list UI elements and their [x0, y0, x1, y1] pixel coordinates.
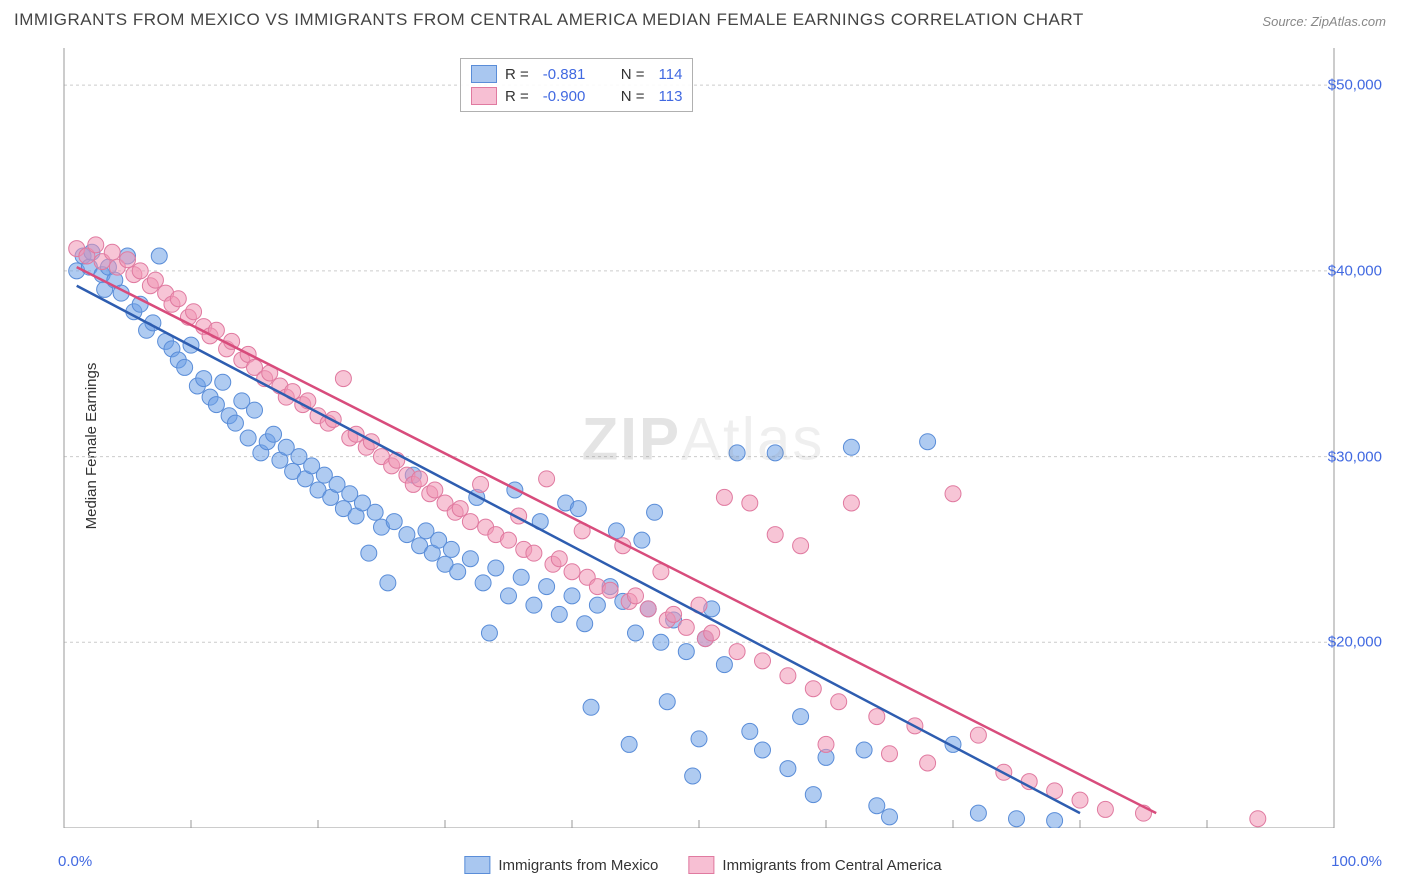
y-tick-label: $40,000	[1328, 262, 1382, 279]
r-label: R =	[505, 66, 529, 83]
swatch-central-america	[688, 856, 714, 874]
correlation-legend-row: R = -0.881 N = 114	[471, 63, 682, 85]
legend-label-central-america: Immigrants from Central America	[722, 857, 941, 874]
r-value: -0.900	[543, 88, 603, 105]
y-tick-label: $30,000	[1328, 448, 1382, 465]
legend-label-mexico: Immigrants from Mexico	[498, 857, 658, 874]
y-tick-label: $20,000	[1328, 634, 1382, 651]
legend-item-mexico: Immigrants from Mexico	[464, 856, 658, 874]
r-value: -0.881	[543, 66, 603, 83]
correlation-legend-box: R = -0.881 N = 114 R = -0.900 N = 113	[460, 58, 693, 112]
legend-swatch	[471, 87, 497, 105]
source-label: Source:	[1262, 14, 1307, 29]
source-value: ZipAtlas.com	[1311, 14, 1386, 29]
n-value: 113	[659, 88, 683, 105]
chart-plot-area	[54, 48, 1344, 828]
x-tick-label-max: 100.0%	[1331, 853, 1382, 870]
correlation-legend-row: R = -0.900 N = 113	[471, 85, 682, 107]
chart-title: IMMIGRANTS FROM MEXICO VS IMMIGRANTS FRO…	[14, 10, 1084, 30]
x-tick-label-min: 0.0%	[58, 853, 92, 870]
source-attribution: Source: ZipAtlas.com	[1262, 14, 1386, 29]
y-tick-label: $50,000	[1328, 77, 1382, 94]
r-label: R =	[505, 88, 529, 105]
legend-swatch	[471, 65, 497, 83]
series-legend: Immigrants from Mexico Immigrants from C…	[464, 856, 941, 874]
n-value: 114	[659, 66, 683, 83]
n-label: N =	[621, 66, 645, 83]
scatter-chart-svg	[54, 48, 1344, 828]
swatch-mexico	[464, 856, 490, 874]
n-label: N =	[621, 88, 645, 105]
legend-item-central-america: Immigrants from Central America	[688, 856, 941, 874]
